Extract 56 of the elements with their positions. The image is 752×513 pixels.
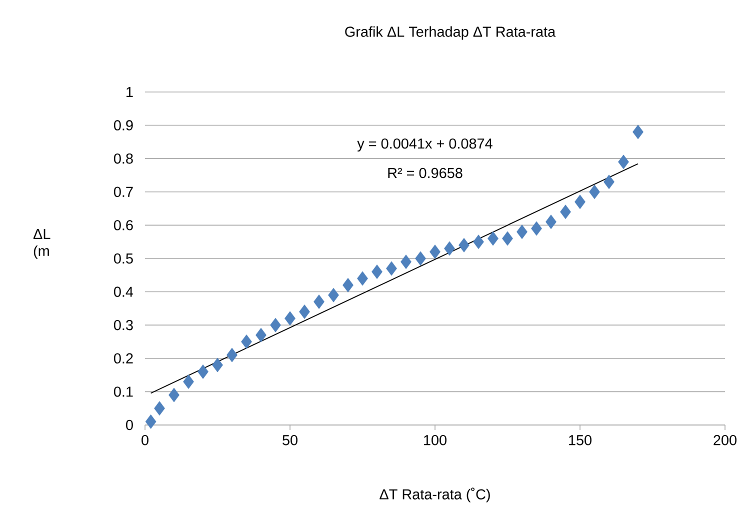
y-tick-label: 0.7 bbox=[114, 186, 133, 197]
y-tick-label: 0.3 bbox=[114, 320, 133, 330]
point bbox=[618, 154, 629, 170]
point bbox=[145, 414, 156, 429]
point bbox=[473, 234, 484, 250]
point bbox=[256, 328, 266, 342]
y-tick-label: 0 bbox=[126, 420, 133, 430]
point bbox=[198, 364, 208, 379]
point bbox=[357, 271, 368, 286]
y-tick-label: 0.1 bbox=[114, 386, 133, 397]
x-tick-label: 150 bbox=[569, 434, 592, 446]
point bbox=[342, 278, 354, 292]
point bbox=[168, 388, 180, 402]
point bbox=[314, 294, 324, 309]
point bbox=[386, 261, 397, 276]
point bbox=[458, 238, 470, 252]
point bbox=[241, 334, 252, 349]
point bbox=[516, 224, 528, 240]
x-axis-title: ΔT Rata-rata (˚C) bbox=[380, 488, 490, 502]
chart-title: Grafik ΔL Terhadap ΔT Rata-rata bbox=[345, 26, 556, 40]
x-tick-label: 50 bbox=[282, 434, 298, 446]
y-tick-label: 0.8 bbox=[114, 153, 133, 164]
y-tick-label: 1 bbox=[126, 87, 133, 97]
y-tick-label: 0.5 bbox=[114, 253, 133, 264]
point bbox=[531, 221, 542, 236]
point bbox=[154, 401, 165, 416]
point bbox=[488, 231, 498, 246]
point bbox=[589, 184, 600, 200]
point bbox=[502, 231, 513, 246]
point bbox=[299, 304, 310, 319]
y-tick-label: 0.9 bbox=[114, 120, 133, 130]
point bbox=[560, 204, 571, 220]
point bbox=[400, 254, 412, 270]
point bbox=[284, 311, 296, 326]
y-tick-label: 0.4 bbox=[114, 286, 134, 297]
point bbox=[226, 348, 238, 362]
y-tick-label: 0.6 bbox=[114, 220, 133, 230]
x-tick-label: 200 bbox=[714, 434, 736, 446]
y-axis-title: ΔL (m bbox=[33, 229, 50, 259]
point bbox=[270, 318, 281, 332]
point bbox=[183, 374, 194, 389]
point bbox=[604, 174, 614, 190]
point bbox=[574, 194, 586, 210]
point bbox=[546, 214, 556, 230]
point bbox=[372, 264, 382, 280]
point bbox=[328, 288, 339, 302]
x-tick-label: 0 bbox=[142, 434, 148, 446]
point bbox=[632, 124, 644, 140]
y-tick-label: 0.2 bbox=[114, 353, 133, 364]
annotation: R² = 0.9658 bbox=[388, 168, 462, 178]
point bbox=[212, 358, 223, 372]
point bbox=[444, 241, 455, 256]
point bbox=[430, 244, 440, 260]
point bbox=[415, 251, 426, 266]
x-tick-label: 100 bbox=[424, 434, 446, 446]
annotation: y = 0.0041x + 0.0874 bbox=[357, 138, 492, 152]
